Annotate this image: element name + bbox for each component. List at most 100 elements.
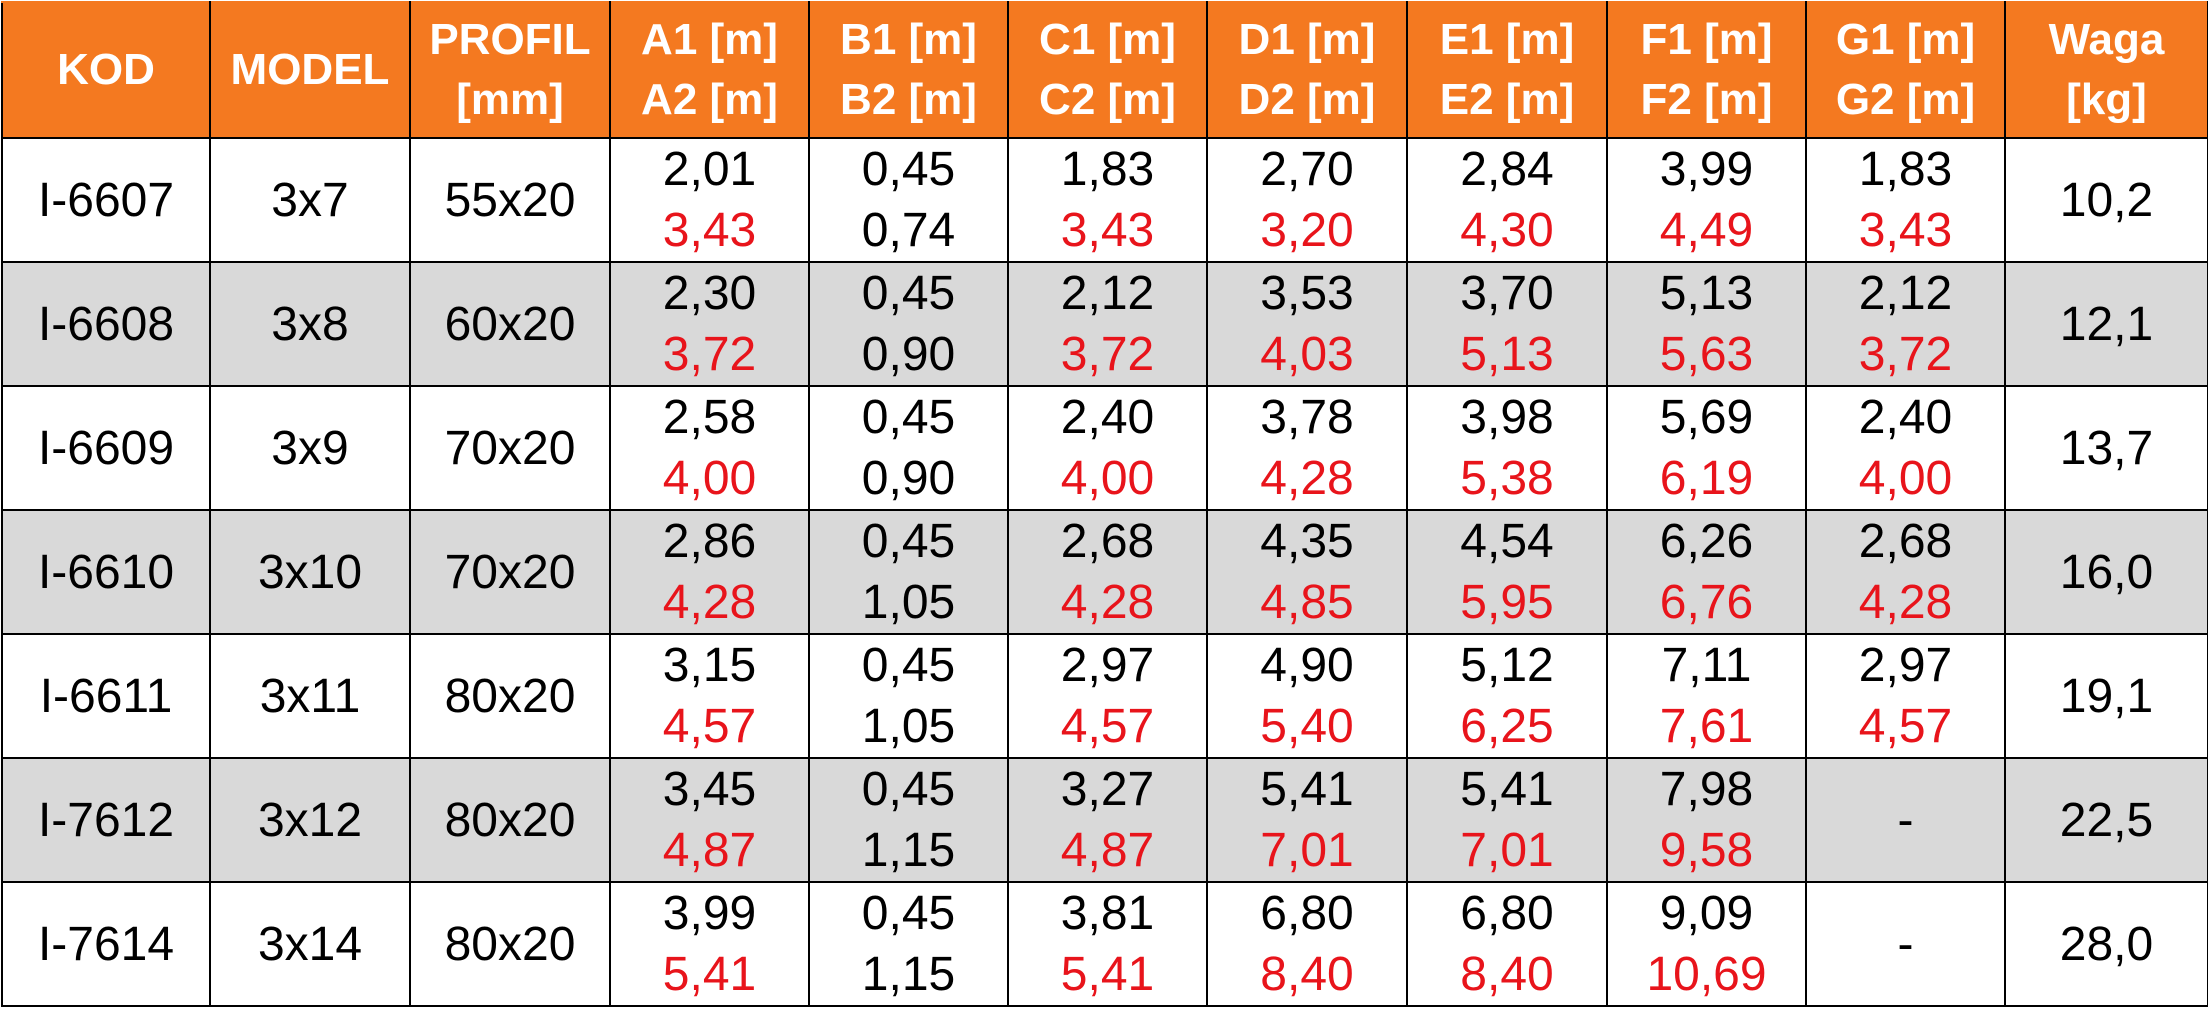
cell-line: A1 [m] bbox=[641, 15, 778, 64]
table-cell: I-6607 bbox=[1, 137, 211, 263]
table-cell: 3x9 bbox=[209, 385, 411, 511]
cell-line: 4,03 bbox=[1260, 328, 1354, 381]
cell-line: 5,13 bbox=[1659, 267, 1754, 320]
cell-line: 9,58 bbox=[1659, 824, 1754, 877]
cell-line: 4,87 bbox=[662, 824, 757, 877]
cell-line: 0,45 bbox=[861, 763, 956, 816]
table-cell: I-6609 bbox=[1, 385, 211, 511]
table-cell: 4,35 4,85 bbox=[1206, 509, 1408, 635]
table-cell: 12,1 bbox=[2004, 261, 2208, 387]
header-cell: B1 [m] B2 [m] bbox=[808, 1, 1009, 139]
cell-line: 3,27 bbox=[1060, 763, 1155, 816]
table-cell: 80x20 bbox=[409, 633, 611, 759]
cell-line: [mm] bbox=[456, 75, 564, 124]
table-cell: 0,45 1,05 bbox=[808, 509, 1009, 635]
cell-line: 4,28 bbox=[662, 576, 757, 629]
cell-line: 5,41 bbox=[1460, 763, 1554, 816]
cell-line: 4,54 bbox=[1460, 515, 1554, 568]
table-cell: 6,80 8,40 bbox=[1406, 881, 1608, 1007]
table-cell: 6,26 6,76 bbox=[1606, 509, 1807, 635]
header-cell: A1 [m] A2 [m] bbox=[609, 1, 810, 139]
cell-line: 9,09 bbox=[1659, 887, 1754, 940]
cell-line: F2 [m] bbox=[1640, 75, 1773, 124]
cell-line: 5,13 bbox=[1460, 328, 1554, 381]
cell-line: 1,05 bbox=[861, 700, 956, 753]
cell-line: 2,97 bbox=[1060, 639, 1155, 692]
table-row: I-6611 3x11 80x20 3,15 4,57 0,45 1,05 2,97 4,57 4… bbox=[1, 633, 2208, 759]
header-cell: MODEL bbox=[209, 1, 411, 139]
table-cell: I-7614 bbox=[1, 881, 211, 1007]
cell-line: 3,98 bbox=[1460, 391, 1554, 444]
table-cell: 60x20 bbox=[409, 261, 611, 387]
cell-line: 7,11 bbox=[1661, 639, 1752, 692]
cell-line: 4,85 bbox=[1260, 576, 1354, 629]
cell-line: 0,45 bbox=[861, 267, 956, 320]
table-cell: - bbox=[1805, 881, 2006, 1007]
cell-line: 0,90 bbox=[861, 452, 956, 505]
cell-line: 3,43 bbox=[1060, 204, 1155, 257]
table-cell: 2,86 4,28 bbox=[609, 509, 810, 635]
table-cell: 3,98 5,38 bbox=[1406, 385, 1608, 511]
cell-line: 2,86 bbox=[662, 515, 757, 568]
cell-line: 7,01 bbox=[1460, 824, 1554, 877]
cell-line: 2,40 bbox=[1060, 391, 1155, 444]
table-cell: 3,99 5,41 bbox=[609, 881, 810, 1007]
table-cell: 2,68 4,28 bbox=[1805, 509, 2006, 635]
cell-line: 5,41 bbox=[1060, 948, 1155, 1001]
cell-line: 1,15 bbox=[861, 824, 956, 877]
cell-line: 5,95 bbox=[1460, 576, 1554, 629]
cell-line: E2 [m] bbox=[1439, 75, 1575, 124]
table-cell: 3x14 bbox=[209, 881, 411, 1007]
table-cell: 3x7 bbox=[209, 137, 411, 263]
cell-line: 3,78 bbox=[1260, 391, 1354, 444]
cell-line: F1 [m] bbox=[1640, 15, 1773, 64]
cell-line: 4,35 bbox=[1260, 515, 1354, 568]
table-cell: 80x20 bbox=[409, 757, 611, 883]
cell-line: 4,28 bbox=[1260, 452, 1354, 505]
table-cell: 2,12 3,72 bbox=[1007, 261, 1208, 387]
cell-line: 8,40 bbox=[1260, 948, 1354, 1001]
cell-line: 3,99 bbox=[1659, 143, 1754, 196]
cell-line: 5,63 bbox=[1659, 328, 1754, 381]
cell-line: 2,70 bbox=[1260, 143, 1354, 196]
cell-line: 4,57 bbox=[662, 700, 757, 753]
cell-line: 3,15 bbox=[662, 639, 757, 692]
cell-line: C1 [m] bbox=[1039, 15, 1176, 64]
table-cell: 0,45 1,05 bbox=[808, 633, 1009, 759]
cell-line: G1 [m] bbox=[1835, 15, 1976, 64]
cell-line: E1 [m] bbox=[1439, 15, 1575, 64]
table-cell: 13,7 bbox=[2004, 385, 2208, 511]
cell-line: D2 [m] bbox=[1238, 75, 1376, 124]
table-cell: 3x8 bbox=[209, 261, 411, 387]
table-body: I-6607 3x7 55x20 2,01 3,43 0,45 0,74 1,83 3,43 2,… bbox=[1, 137, 2208, 1007]
cell-line: 2,12 bbox=[1060, 267, 1155, 320]
table-cell: 22,5 bbox=[2004, 757, 2208, 883]
table-cell: 0,45 0,90 bbox=[808, 261, 1009, 387]
cell-line: 3,53 bbox=[1260, 267, 1354, 320]
table-cell: 2,40 4,00 bbox=[1007, 385, 1208, 511]
header-cell: C1 [m] C2 [m] bbox=[1007, 1, 1208, 139]
table-cell: 5,12 6,25 bbox=[1406, 633, 1608, 759]
cell-line: 0,45 bbox=[861, 887, 956, 940]
cell-line: 4,30 bbox=[1460, 204, 1554, 257]
table-cell: 2,01 3,43 bbox=[609, 137, 810, 263]
cell-line: 6,26 bbox=[1659, 515, 1754, 568]
table-cell: 9,09 10,69 bbox=[1606, 881, 1807, 1007]
table-cell: 3,99 4,49 bbox=[1606, 137, 1807, 263]
cell-line: 1,83 bbox=[1858, 143, 1953, 196]
table-cell: 0,45 1,15 bbox=[808, 757, 1009, 883]
table-cell: 2,97 4,57 bbox=[1007, 633, 1208, 759]
header-cell: Waga [kg] bbox=[2004, 1, 2208, 139]
table-row: I-7614 3x14 80x20 3,99 5,41 0,45 1,15 3,81 5,41 6… bbox=[1, 881, 2208, 1007]
table-cell: 0,45 1,15 bbox=[808, 881, 1009, 1007]
cell-line: 3,70 bbox=[1460, 267, 1554, 320]
cell-line: B2 [m] bbox=[840, 75, 977, 124]
cell-line: 1,83 bbox=[1060, 143, 1155, 196]
table-row: I-6609 3x9 70x20 2,58 4,00 0,45 0,90 2,40 4,00 3,… bbox=[1, 385, 2208, 511]
cell-line: 4,00 bbox=[662, 452, 757, 505]
header-cell: E1 [m] E2 [m] bbox=[1406, 1, 1608, 139]
cell-line: 10,69 bbox=[1646, 948, 1767, 1001]
table-cell: 2,12 3,72 bbox=[1805, 261, 2006, 387]
